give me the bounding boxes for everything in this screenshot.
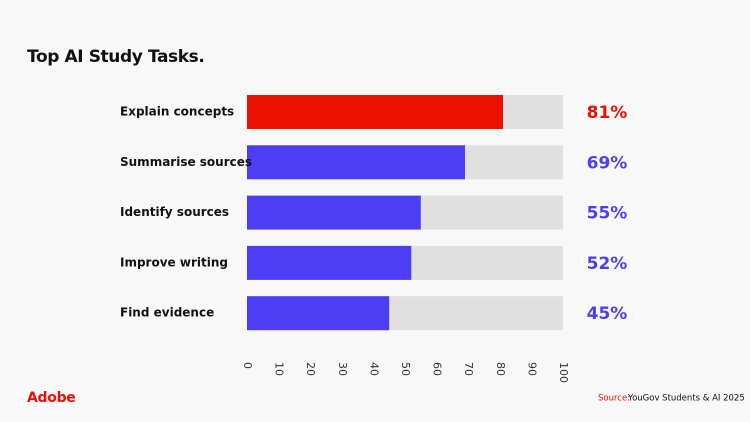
x-tick-label: 90	[525, 362, 538, 376]
x-tick-label: 100	[557, 362, 570, 383]
category-label: Find evidence	[120, 306, 214, 320]
value-label: 45%	[587, 304, 628, 324]
bar	[247, 145, 466, 180]
category-label: Explain concepts	[120, 105, 234, 119]
bar	[247, 195, 421, 230]
value-label: 52%	[587, 254, 628, 274]
x-tick-label: 70	[462, 362, 475, 376]
x-tick-label: 80	[494, 362, 507, 376]
x-tick-label: 0	[241, 362, 254, 369]
x-tick-label: 40	[367, 362, 380, 376]
value-label: 55%	[587, 204, 628, 224]
bar	[247, 95, 503, 129]
category-label: Summarise sources	[120, 155, 252, 169]
chart-title: Top AI Study Tasks.	[27, 47, 204, 67]
x-tick-label: 10	[273, 362, 286, 376]
category-label: Identify sources	[120, 205, 229, 219]
bar	[247, 245, 412, 280]
bar	[247, 296, 390, 331]
x-tick-label: 50	[399, 362, 412, 376]
brand-logo: Adobe	[27, 390, 76, 406]
category-label: Improve writing	[120, 255, 228, 269]
x-tick-label: 20	[304, 362, 317, 376]
value-label: 81%	[587, 103, 628, 123]
x-tick-label: 60	[431, 362, 444, 376]
value-label: 69%	[587, 153, 628, 173]
x-tick-label: 30	[336, 362, 349, 376]
source: YouGov Students & AI 2025	[627, 394, 745, 404]
source-label: Source:	[598, 394, 630, 404]
